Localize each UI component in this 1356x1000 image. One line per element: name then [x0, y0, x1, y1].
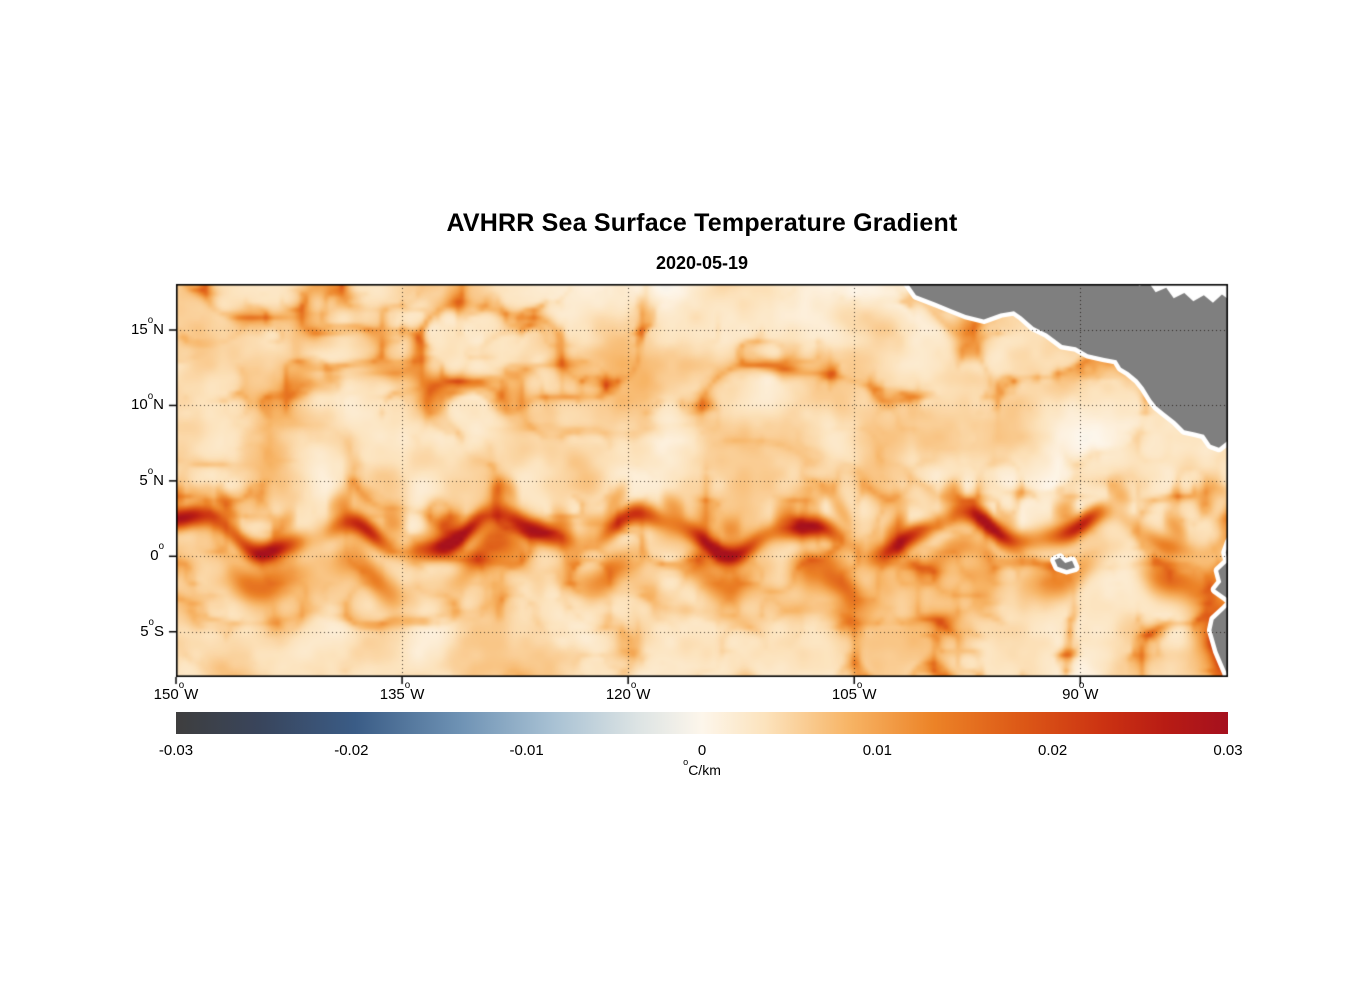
colorbar — [176, 712, 1228, 734]
sst-gradient-map — [162, 270, 1242, 691]
colorbar-tick-label: -0.01 — [509, 742, 544, 759]
colorbar-tick-label: 0.03 — [1213, 742, 1243, 759]
x-tick-label: 90oW — [1062, 680, 1099, 703]
x-tick-label: 105oW — [831, 680, 877, 703]
y-tick-label: 0o — [150, 541, 164, 565]
y-tick-label: 5oS — [140, 616, 164, 640]
y-tick-label: 5oN — [139, 466, 164, 489]
colorbar-tick-label: 0.02 — [1038, 742, 1068, 759]
x-tick-label: 150oW — [153, 680, 199, 703]
chart-subtitle: 2020-05-19 — [655, 253, 749, 273]
chart-title: AVHRR Sea Surface Temperature Gradient — [446, 209, 958, 237]
y-tick-label: 15oN — [131, 315, 164, 338]
colorbar-tick-label: -0.02 — [334, 742, 369, 759]
colorbar-tick-label: -0.03 — [158, 742, 194, 759]
colorbar-tick-label: 0.01 — [862, 742, 892, 759]
x-tick-label: 135oW — [379, 680, 425, 703]
colorbar-tick-label: 0 — [697, 742, 707, 759]
colorbar-units-label: oC/km — [683, 756, 721, 778]
x-tick-label: 120oW — [605, 680, 651, 703]
y-tick-label: 10oN — [131, 390, 164, 414]
